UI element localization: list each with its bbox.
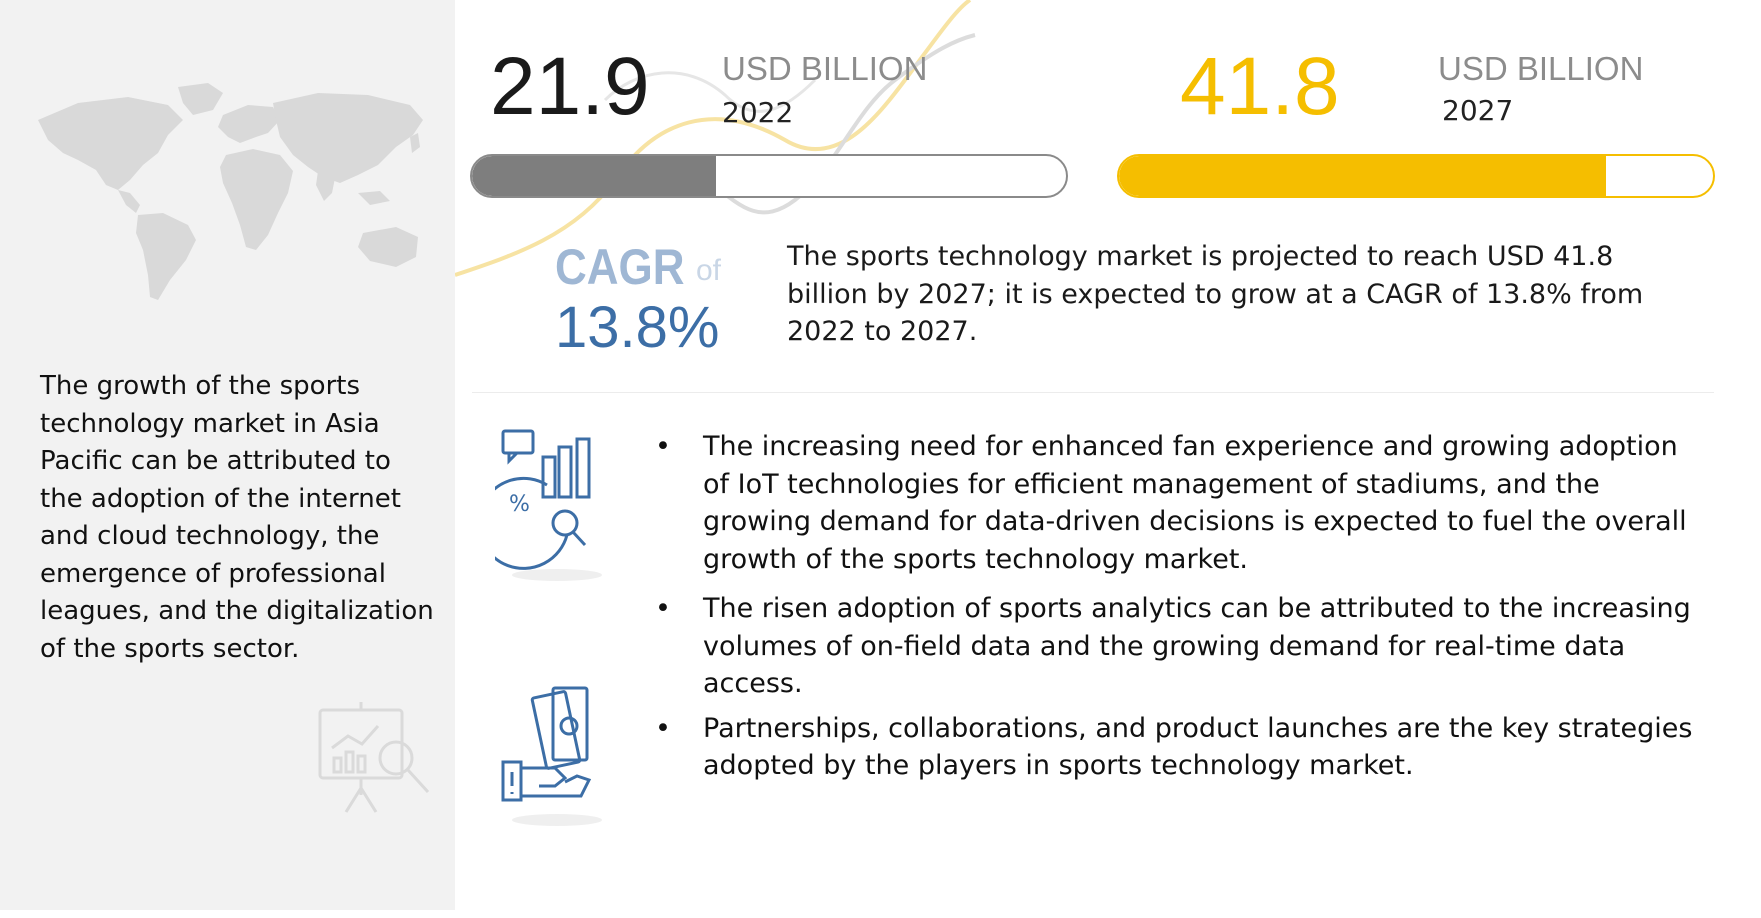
cagr-of-text: of [696, 254, 722, 287]
cagr-value: 13.8% [555, 295, 720, 360]
market-unit-2027: USD BILLION [1438, 50, 1644, 87]
bullet-marker: • [655, 593, 671, 624]
progress-bar-2022 [470, 154, 1068, 198]
progress-bar-2027 [1117, 154, 1715, 198]
list-item: • The risen adoption of sports analytics… [655, 590, 1705, 703]
sidebar-panel: The growth of the sports technology mark… [0, 0, 455, 910]
market-value-2022: 21.9 [490, 41, 650, 132]
world-map-icon [38, 83, 423, 300]
bullet-marker: • [655, 712, 671, 744]
analytics-report-icon: % [495, 429, 602, 581]
presentation-chart-icon [318, 702, 430, 813]
market-year-2022: 2022 [722, 96, 794, 129]
market-summary: The sports technology market is projecte… [787, 241, 1644, 347]
svg-text:%: % [509, 492, 530, 517]
section-divider [472, 392, 1714, 393]
sidebar-description: The growth of the sports technology mark… [40, 371, 434, 664]
progress-fill-2022 [472, 156, 716, 196]
bullet-marker: • [655, 431, 671, 462]
bullet-text: Partnerships, collaborations, and produc… [703, 712, 1693, 782]
market-unit-2022: USD BILLION [722, 50, 928, 87]
bullet-text: The risen adoption of sports analytics c… [703, 593, 1691, 699]
market-value-2027: 41.8 [1180, 41, 1340, 132]
cagr-label: CAGR [555, 239, 685, 295]
money-in-hand-icon [501, 686, 602, 826]
bullet-text: The increasing need for enhanced fan exp… [703, 431, 1687, 575]
key-points-list: • The increasing need for enhanced fan e… [655, 428, 1705, 797]
market-year-2027: 2027 [1442, 94, 1514, 127]
list-item: • Partnerships, collaborations, and prod… [655, 710, 1705, 785]
progress-fill-2027 [1119, 156, 1607, 196]
list-item: • The increasing need for enhanced fan e… [655, 428, 1705, 578]
